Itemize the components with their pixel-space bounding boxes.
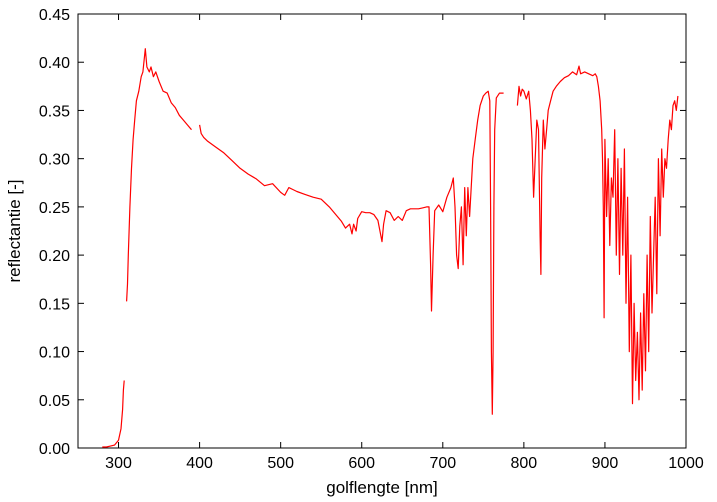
reflectance-line-segment — [126, 48, 192, 302]
y-tick-label: 0.20 — [39, 248, 70, 265]
y-axis-title: reflectantie [-] — [5, 180, 24, 283]
y-tick-label: 0.30 — [39, 152, 70, 169]
y-tick-label: 0.00 — [39, 441, 70, 458]
y-tick-label: 0.40 — [39, 55, 70, 72]
y-tick-label: 0.45 — [39, 7, 70, 24]
y-tick-label: 0.35 — [39, 103, 70, 120]
reflectance-line-segment — [516, 65, 679, 405]
y-axis-ticks: 0.00 0.05 0.10 0.15 0.20 0.25 0.30 0.35 0.40 0.45 — [39, 7, 686, 458]
x-tick-label: 700 — [429, 455, 456, 472]
x-tick-label: 300 — [105, 455, 132, 472]
plot-frame — [77, 13, 687, 449]
reflectance-line-segment — [199, 90, 504, 415]
reflectance-line-segment — [102, 380, 125, 448]
x-tick-label: 400 — [186, 455, 213, 472]
y-tick-label: 0.10 — [39, 345, 70, 362]
x-axis-ticks: 300 400 500 600 700 800 900 1000 — [105, 14, 704, 472]
x-tick-label: 600 — [348, 455, 375, 472]
series-layer — [102, 48, 679, 448]
x-tick-label: 500 — [267, 455, 294, 472]
x-tick-label: 900 — [592, 455, 619, 472]
x-tick-label: 1000 — [668, 455, 704, 472]
y-tick-label: 0.25 — [39, 200, 70, 217]
x-axis-title: golflengte [nm] — [326, 478, 438, 497]
y-tick-label: 0.15 — [39, 296, 70, 313]
y-tick-label: 0.05 — [39, 393, 70, 410]
x-tick-label: 800 — [511, 455, 538, 472]
